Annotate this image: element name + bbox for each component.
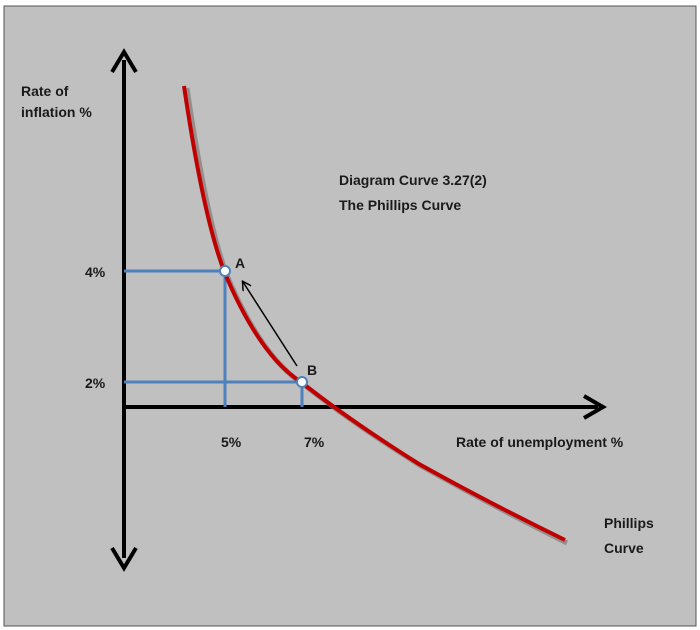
y-axis-label-line2: inflation % [21,104,92,120]
y-axis-arrow-down [110,546,138,572]
x-axis-arrow-right [582,394,607,420]
point-a-label: A [235,255,245,271]
movement-arrow [243,282,298,367]
curve-label-line1: Phillips [604,515,654,531]
diagram-title-line1: Diagram Curve 3.27(2) [339,172,487,188]
point-b-label: B [307,362,317,378]
y-axis [110,48,138,572]
x-axis [124,394,607,420]
y-axis-arrow-up [110,48,138,74]
curve-label-line2: Curve [604,540,644,556]
x-tick-7-percent: 7% [304,434,325,450]
y-tick-4-percent: 4% [85,264,106,280]
background-panel [3,5,697,627]
y-axis-label-line1: Rate of [21,83,69,99]
x-tick-5-percent: 5% [221,434,242,450]
guide-lines [124,269,304,407]
x-axis-label: Rate of unemployment % [456,434,624,450]
point-a-marker [219,265,231,277]
point-b-marker [296,376,308,388]
diagram-title-line2: The Phillips Curve [339,197,461,213]
y-tick-2-percent: 2% [85,375,106,391]
